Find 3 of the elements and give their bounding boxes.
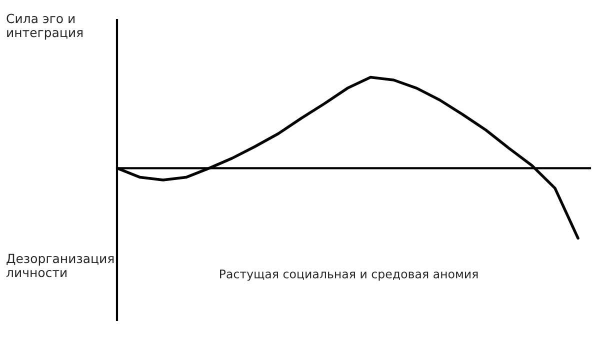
text: Сила эго и интеграция bbox=[6, 14, 83, 40]
x-axis-title: Растущая социальная и средовая аномия bbox=[220, 270, 478, 281]
text: Дезорганизация личности bbox=[6, 254, 114, 278]
